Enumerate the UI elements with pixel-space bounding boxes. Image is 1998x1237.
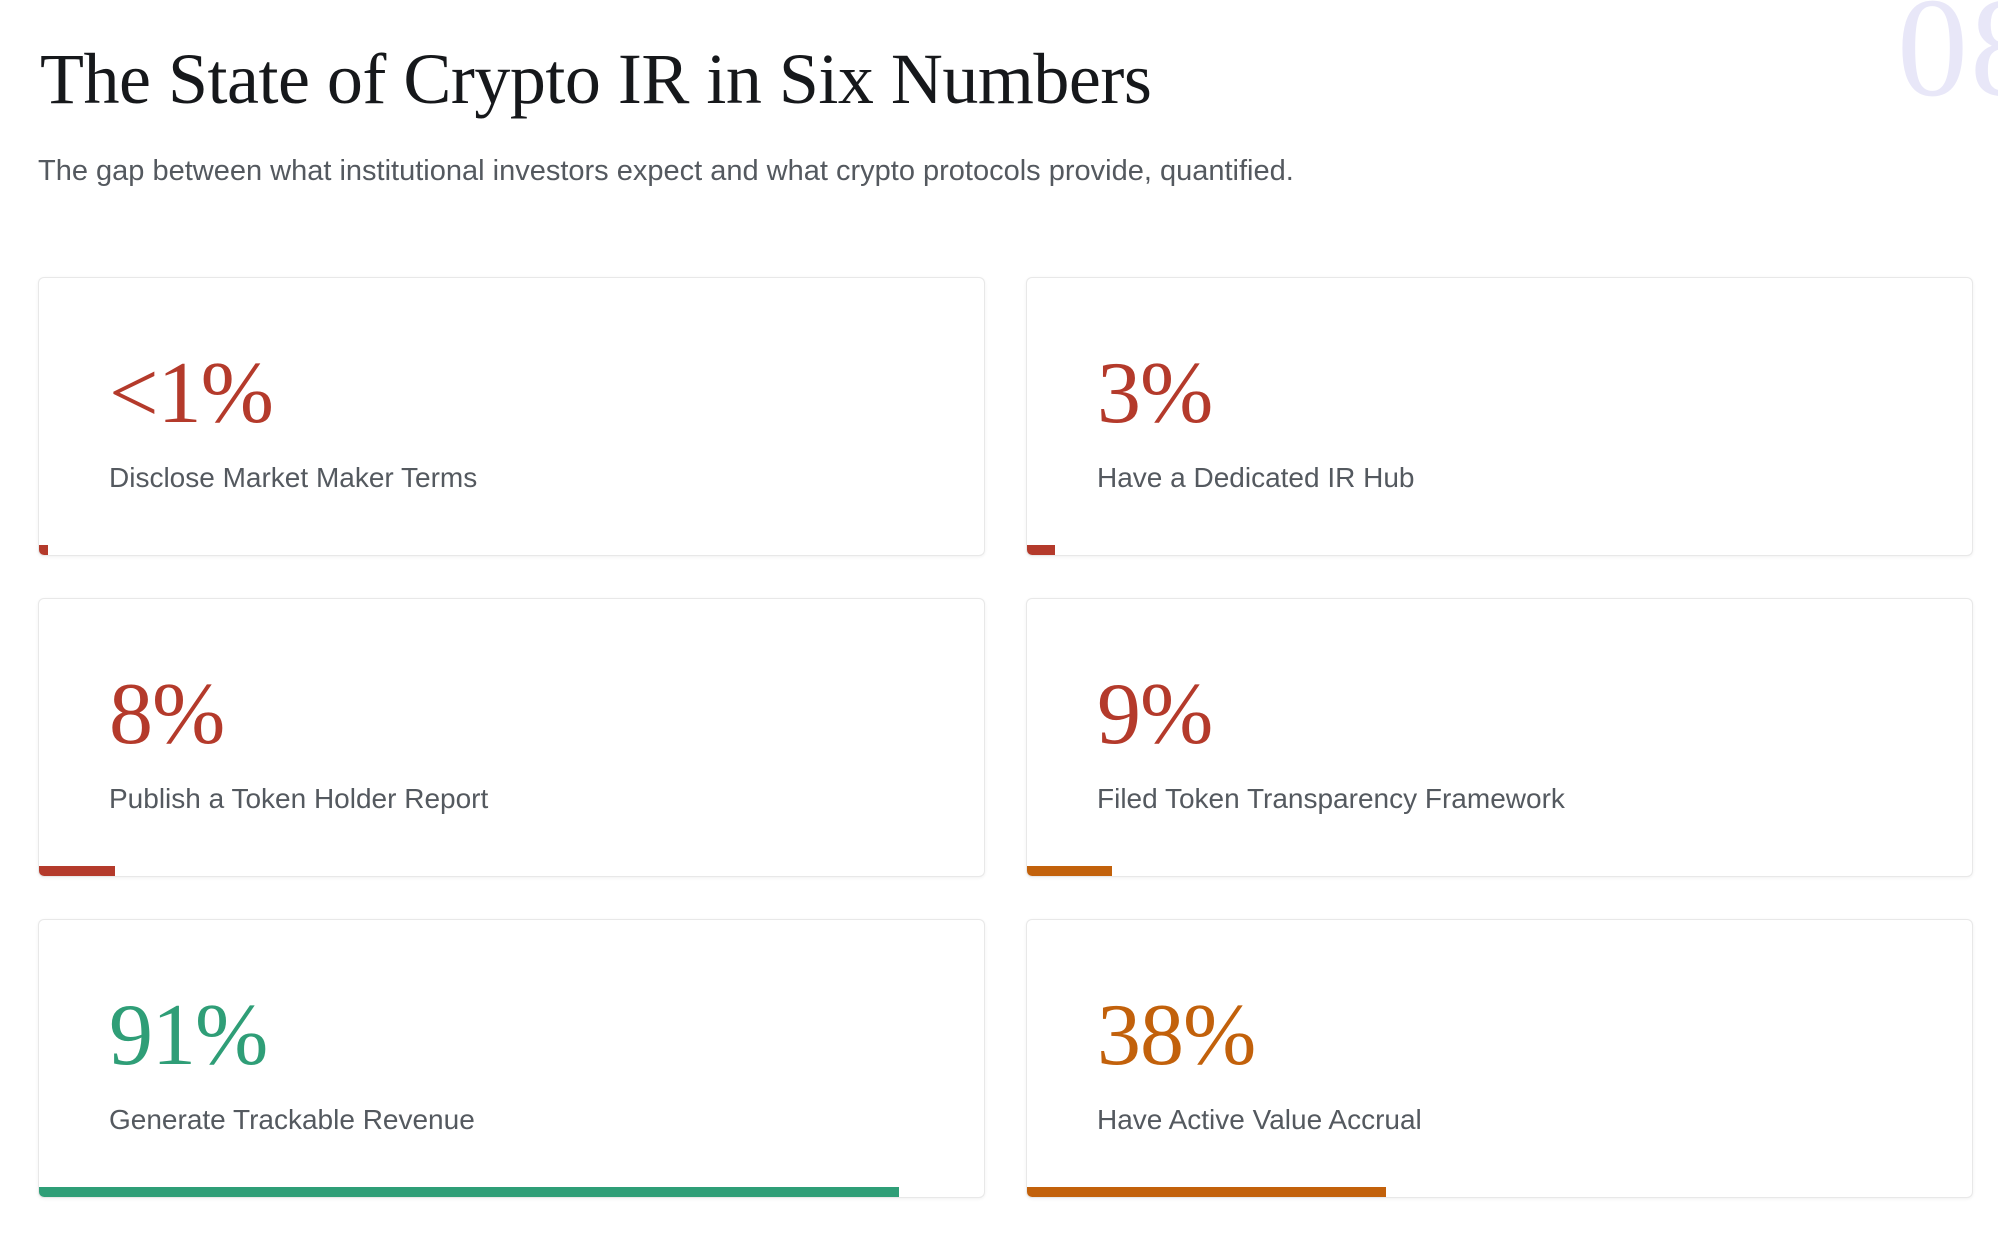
stat-value: <1% [109,345,274,443]
stat-card: <1% Disclose Market Maker Terms [38,277,985,557]
stat-label: Filed Token Transparency Framework [1097,783,1565,815]
stat-card: 8% Publish a Token Holder Report [38,598,985,878]
stat-label: Have a Dedicated IR Hub [1097,462,1415,494]
stats-grid: <1% Disclose Market Maker Terms 3% Have a D… [38,277,1998,1199]
page-number-watermark: 08 [1897,0,1998,126]
page-subtitle: The gap between what institutional inves… [38,154,1294,187]
stat-progress-bar [1027,1187,1387,1198]
stat-value: 38% [1097,987,1256,1085]
stat-label: Disclose Market Maker Terms [109,462,478,494]
stat-card: 38% Have Active Value Accrual [1026,919,1973,1199]
stat-value: 91% [109,987,268,1085]
stat-label: Have Active Value Accrual [1097,1104,1422,1136]
stat-value: 9% [1097,666,1213,764]
stat-label: Generate Trackable Revenue [109,1104,475,1136]
stat-progress-bar [1027,545,1056,556]
stat-progress-bar [39,545,49,556]
stat-card: 3% Have a Dedicated IR Hub [1026,277,1973,557]
stat-card: 9% Filed Token Transparency Framework [1026,598,1973,878]
stat-value: 8% [109,666,225,764]
stat-progress-bar [1027,866,1113,877]
stat-value: 3% [1097,345,1213,443]
stat-label: Publish a Token Holder Report [109,783,489,815]
page-title: The State of Crypto IR in Six Numbers [40,39,1152,119]
stat-progress-bar [39,866,115,877]
stat-progress-bar [39,1187,899,1198]
stat-card: 91% Generate Trackable Revenue [38,919,985,1199]
